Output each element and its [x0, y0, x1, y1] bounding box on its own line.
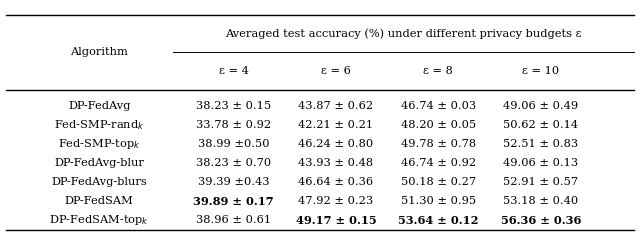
Text: 48.20 ± 0.05: 48.20 ± 0.05	[401, 120, 476, 130]
Text: 53.18 ± 0.40: 53.18 ± 0.40	[503, 196, 579, 206]
Text: 46.64 ± 0.36: 46.64 ± 0.36	[298, 177, 374, 187]
Text: 47.92 ± 0.23: 47.92 ± 0.23	[298, 196, 374, 206]
Text: 33.78 ± 0.92: 33.78 ± 0.92	[196, 120, 271, 130]
Text: 46.74 ± 0.03: 46.74 ± 0.03	[401, 101, 476, 111]
Text: 38.23 ± 0.70: 38.23 ± 0.70	[196, 158, 271, 168]
Text: 39.89 ± 0.17: 39.89 ± 0.17	[193, 195, 274, 206]
Text: 53.64 ± 0.12: 53.64 ± 0.12	[398, 215, 479, 226]
Text: DP-FedSAM-top$_k$: DP-FedSAM-top$_k$	[49, 213, 149, 227]
Text: DP-FedAvg-blurs: DP-FedAvg-blurs	[51, 177, 147, 187]
Text: 52.91 ± 0.57: 52.91 ± 0.57	[503, 177, 579, 187]
Text: 49.17 ± 0.15: 49.17 ± 0.15	[296, 215, 376, 226]
Text: 52.51 ± 0.83: 52.51 ± 0.83	[503, 139, 579, 149]
Text: 38.99 ±0.50: 38.99 ±0.50	[198, 139, 269, 149]
Text: 49.78 ± 0.78: 49.78 ± 0.78	[401, 139, 476, 149]
Text: 56.36 ± 0.36: 56.36 ± 0.36	[500, 215, 581, 226]
Text: DP-FedAvg: DP-FedAvg	[68, 101, 131, 111]
Text: Fed-SMP-top$_k$: Fed-SMP-top$_k$	[58, 137, 140, 151]
Text: ε = 4: ε = 4	[219, 66, 248, 76]
Text: 46.24 ± 0.80: 46.24 ± 0.80	[298, 139, 374, 149]
Text: 49.06 ± 0.13: 49.06 ± 0.13	[503, 158, 579, 168]
Text: Algorithm: Algorithm	[70, 48, 128, 57]
Text: DP-FedSAM: DP-FedSAM	[65, 196, 134, 206]
Text: 51.30 ± 0.95: 51.30 ± 0.95	[401, 196, 476, 206]
Text: ε = 10: ε = 10	[522, 66, 559, 76]
Text: Fed-SMP-rand$_k$: Fed-SMP-rand$_k$	[54, 118, 145, 132]
Text: 39.39 ±0.43: 39.39 ±0.43	[198, 177, 269, 187]
Text: 46.74 ± 0.92: 46.74 ± 0.92	[401, 158, 476, 168]
Text: 38.23 ± 0.15: 38.23 ± 0.15	[196, 101, 271, 111]
Text: ε = 6: ε = 6	[321, 66, 351, 76]
Text: 50.62 ± 0.14: 50.62 ± 0.14	[503, 120, 579, 130]
Text: 43.93 ± 0.48: 43.93 ± 0.48	[298, 158, 374, 168]
Text: Averaged test accuracy (%) under different privacy budgets ε: Averaged test accuracy (%) under differe…	[225, 28, 582, 39]
Text: 38.96 ± 0.61: 38.96 ± 0.61	[196, 215, 271, 225]
Text: 50.18 ± 0.27: 50.18 ± 0.27	[401, 177, 476, 187]
Text: 42.21 ± 0.21: 42.21 ± 0.21	[298, 120, 374, 130]
Text: 43.87 ± 0.62: 43.87 ± 0.62	[298, 101, 374, 111]
Text: ε = 8: ε = 8	[424, 66, 453, 76]
Text: 49.06 ± 0.49: 49.06 ± 0.49	[503, 101, 579, 111]
Text: DP-FedAvg-blur: DP-FedAvg-blur	[54, 158, 144, 168]
